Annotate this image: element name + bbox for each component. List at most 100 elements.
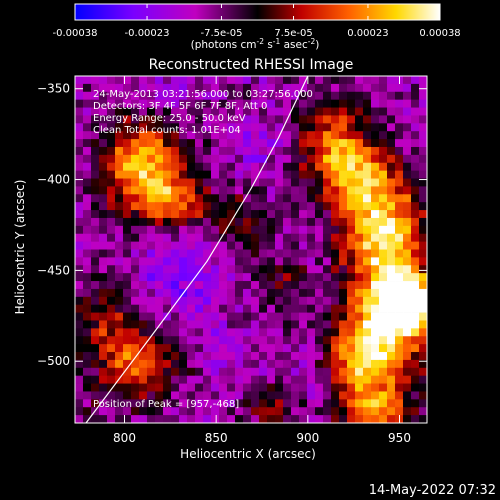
heatmap-cell [243,217,252,227]
heatmap-cell [195,217,204,227]
heatmap-cell [387,344,396,353]
heatmap-cell [91,265,100,274]
heatmap-cell [331,115,340,124]
heatmap-cell [115,139,124,148]
heatmap-cell [315,178,324,187]
heatmap-cell [347,367,356,377]
heatmap-cell [115,312,124,321]
heatmap-cell [379,328,388,337]
heatmap-cell [235,320,244,329]
heatmap-cell [75,202,84,211]
heatmap-cell [363,407,372,416]
heatmap-cell [339,359,348,369]
heatmap-cell [307,304,316,313]
heatmap-cell [259,241,268,250]
heatmap-cell [115,383,124,392]
heatmap-cell [147,178,156,187]
heatmap-cell [75,391,84,400]
heatmap-cell [131,296,140,306]
heatmap-cell [339,249,348,258]
heatmap-cell [251,225,260,235]
heatmap-cell [379,76,388,85]
heatmap-cell [243,241,252,250]
heatmap-cell [155,383,164,392]
heatmap-cell [355,399,364,408]
heatmap-cell [275,407,284,416]
heatmap-cell [139,241,148,250]
heatmap-cell [131,91,140,101]
heatmap-cell [163,273,172,282]
colorbar-tick-label: 0.00038 [419,28,460,39]
heatmap-cell [131,123,140,132]
heatmap-cell [163,131,172,140]
heatmap-cell [195,273,204,282]
heatmap-cell [211,273,220,282]
heatmap-cell [107,115,116,124]
heatmap-cell [379,265,388,274]
heatmap-cell [171,336,180,345]
heatmap-cell [235,123,244,132]
heatmap-cell [267,281,276,290]
heatmap-cell [395,383,404,392]
heatmap-cell [419,375,427,384]
heatmap-cell [403,352,412,361]
heatmap-cell [331,273,340,282]
heatmap-cell [419,76,427,85]
heatmap-cell [411,391,420,400]
heatmap-cell [371,186,380,195]
heatmap-cell [251,288,260,298]
heatmap-cell [331,131,340,140]
heatmap-cell [139,359,148,369]
heatmap-cell [403,154,412,164]
heatmap-cell [403,162,412,171]
heatmap-cell [203,399,212,408]
heatmap-cell [147,76,156,85]
heatmap-cell [227,91,236,101]
heatmap-cell [371,312,380,321]
heatmap-cell [171,328,180,337]
heatmap-cell [243,131,252,140]
heatmap-cell [99,312,108,321]
heatmap-cell [331,383,340,392]
heatmap-cell [227,336,236,345]
heatmap-cell [211,281,220,290]
heatmap-cell [267,131,276,140]
heatmap-cell [179,336,188,345]
heatmap-cell [203,273,212,282]
heatmap-cell [147,344,156,353]
heatmap-cell [355,367,364,377]
heatmap-cell [307,225,316,235]
footer-datetime: 14-May-2022 07:32 [369,483,496,498]
heatmap-cell [339,328,348,337]
heatmap-cell [91,391,100,400]
heatmap-cell [411,107,420,116]
heatmap-cell [211,320,220,329]
heatmap-cell [259,123,268,132]
heatmap-cell [371,281,380,290]
heatmap-cell [227,407,236,416]
heatmap-cell [259,415,268,423]
heatmap-cell [227,249,236,258]
heatmap-cell [235,273,244,282]
heatmap-cell [347,194,356,203]
heatmap-cell [179,146,188,156]
colorbar: -0.00038 -0.00023 -7.5e-05 7.5e-05 0.00023 0.… [53,3,461,51]
heatmap-cell [163,91,172,101]
heatmap-cell [387,225,396,235]
heatmap-cell [83,99,92,108]
heatmap-cell [251,273,260,282]
heatmap-cell [235,83,244,93]
heatmap-cell [179,154,188,164]
heatmap-cell [115,352,124,361]
heatmap-cell [355,139,364,148]
heatmap-cell [139,170,148,179]
heatmap-cell [99,107,108,116]
heatmap-cell [411,383,420,392]
heatmap-cell [131,399,140,408]
heatmap-cell [91,146,100,156]
heatmap-cell [243,273,252,282]
heatmap-cell [83,399,92,408]
heatmap-cell [379,194,388,203]
heatmap-cell [355,359,364,369]
heatmap-cell [99,336,108,345]
